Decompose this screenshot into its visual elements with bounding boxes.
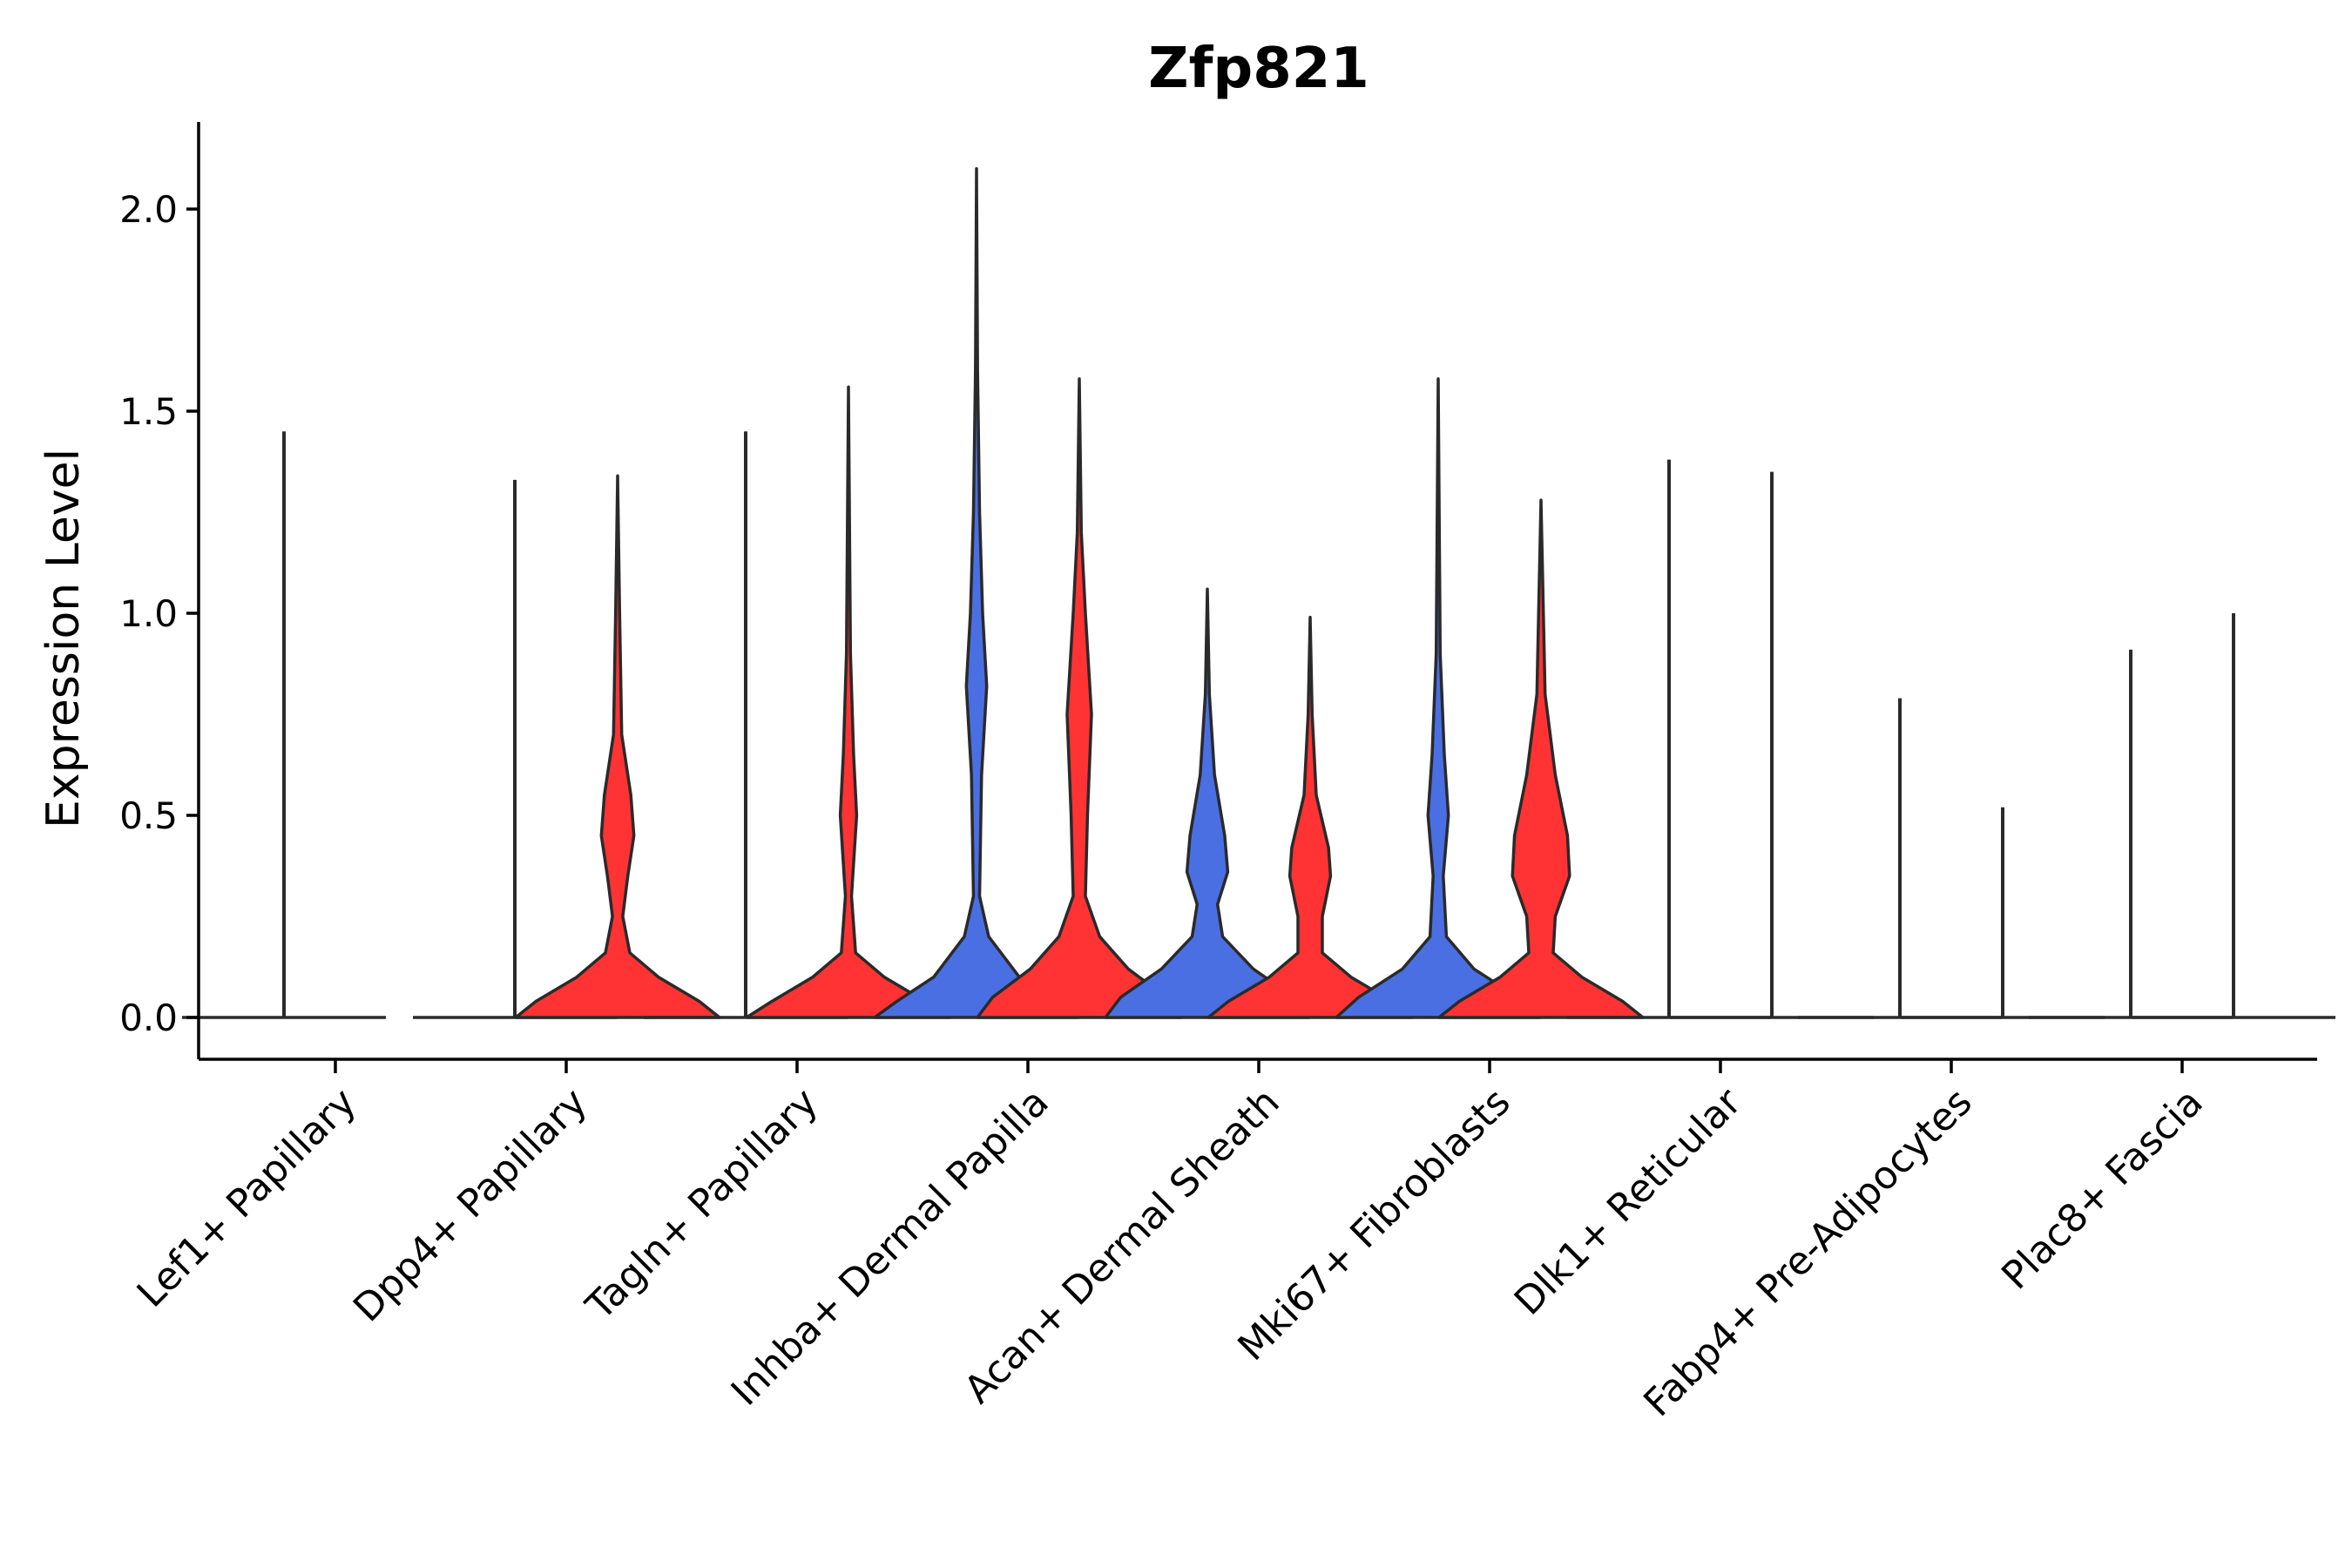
y-tick-label: 0.5 bbox=[119, 794, 178, 837]
violin-group-plac8-fascia bbox=[2029, 613, 2335, 1019]
violin-group-dlk1-reticular bbox=[1567, 459, 1874, 1019]
violin-group-acan-dermal-sheath bbox=[1104, 587, 1414, 1019]
chart-title: Zfp821 bbox=[1148, 37, 1369, 101]
y-tick-label: 1.5 bbox=[119, 390, 178, 433]
x-tick-label-lef1-papillary: Lef1+ Papillary bbox=[129, 1080, 365, 1316]
x-tick-label-plac8-fascia: Plac8+ Fascia bbox=[1993, 1080, 2212, 1299]
violins-layer bbox=[182, 166, 2335, 1019]
violin-group_2 bbox=[1437, 498, 1645, 1019]
violin-group_2 bbox=[745, 385, 952, 1019]
violin-group_1 bbox=[1104, 587, 1311, 1019]
violin-group_1 bbox=[873, 166, 1080, 1019]
violin-group-inhba-dermal-papilla bbox=[873, 166, 1183, 1019]
y-tick-label: 2.0 bbox=[119, 188, 178, 231]
y-axis-label: Expression Level bbox=[37, 449, 90, 828]
violin-group-mki67-fibroblasts bbox=[1335, 377, 1645, 1019]
violin-group-dpp4-papillary bbox=[413, 474, 721, 1019]
x-tick-label-dpp4-papillary: Dpp4+ Papillary bbox=[345, 1080, 596, 1331]
violin-group-tagln-papillary bbox=[644, 385, 952, 1019]
violin-group_2 bbox=[514, 474, 721, 1019]
violin-group_2 bbox=[1206, 615, 1414, 1019]
violin-group_2 bbox=[976, 377, 1183, 1019]
x-tick-label-tagln-papillary: Tagln+ Papillary bbox=[578, 1080, 827, 1329]
y-ticks-layer: 0.0 0.5 1.0 1.5 2.0 bbox=[119, 188, 199, 1039]
x-tick-label-dlk1-reticular: Dlk1+ Reticular bbox=[1506, 1079, 1751, 1324]
violin-group-lef1-papillary bbox=[182, 431, 386, 1019]
y-tick-label: 0.0 bbox=[119, 997, 178, 1039]
violin-group_1 bbox=[1335, 377, 1542, 1019]
y-tick-label: 1.0 bbox=[119, 592, 178, 635]
violin-group-fabp4-pre-adipocytes bbox=[1798, 698, 2105, 1019]
